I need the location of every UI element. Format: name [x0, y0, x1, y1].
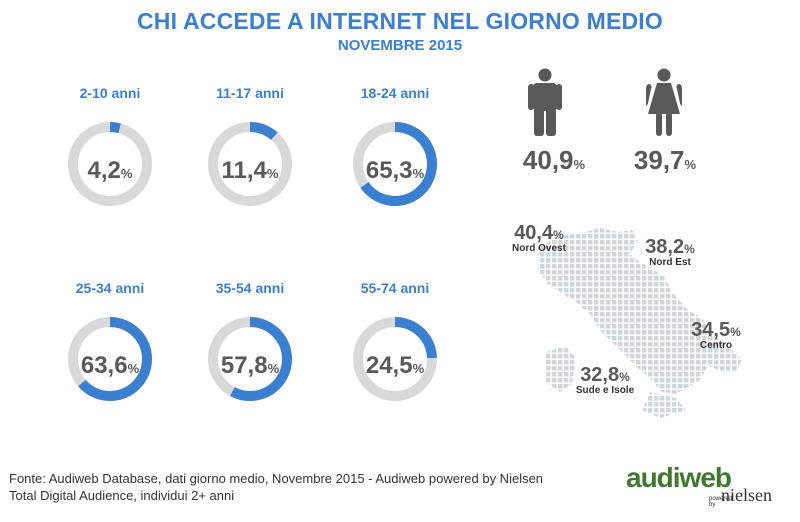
donut-label: 18-24 anni — [360, 85, 430, 101]
donut-slice — [353, 317, 437, 401]
donut-5: 35-54 anni 57,8% — [195, 280, 305, 450]
donut-1: 2-10 anni 4,2% — [55, 85, 165, 255]
donut-value-label: 24,5% — [365, 352, 425, 379]
male-icon — [528, 68, 562, 136]
region-nord-est: 38,2% Nord Est — [645, 236, 695, 268]
female-icon — [646, 68, 682, 136]
donut-value-label: 11,4% — [221, 157, 279, 184]
donut-4: 25-34 anni 63,6% — [55, 280, 165, 450]
region-sud-isole: 32,8% Sude e Isole — [575, 364, 635, 396]
donut-label: 25-34 anni — [75, 280, 145, 296]
chart-title: CHI ACCEDE A INTERNET NEL GIORNO MEDIO — [137, 8, 663, 34]
donut-ring — [208, 317, 292, 401]
source-note: Fonte: Audiweb Database, dati giorno med… — [9, 470, 619, 504]
donut-slice — [208, 122, 292, 206]
chart-subtitle: NOVEMBRE 2015 — [337, 37, 463, 54]
male-value: 40,9% — [522, 145, 586, 175]
donut-slice — [68, 122, 152, 206]
donut-ring — [353, 317, 437, 401]
donut-ring — [68, 122, 152, 206]
donut-value-label: 4,2% — [87, 157, 133, 184]
donut-label: 2-10 anni — [79, 85, 141, 101]
source-line-1: Fonte: Audiweb Database, dati giorno med… — [9, 471, 544, 486]
donut-value-label: 57,8% — [220, 352, 280, 379]
donut-ring — [208, 122, 292, 206]
donut-3: 18-24 anni 65,3% — [340, 85, 450, 255]
region-centro: 34,5% Centro — [691, 319, 741, 351]
donut-slice — [68, 317, 152, 401]
donut-ring — [353, 122, 437, 206]
audiweb-logo: audiweb powered by nielsen — [626, 462, 772, 508]
donut-ring — [68, 317, 152, 401]
donut-value-label: 65,3% — [365, 157, 425, 184]
donut-2: 11-17 anni 11,4% — [195, 85, 305, 255]
source-line-2: Total Digital Audience, individui 2+ ann… — [9, 488, 235, 503]
donut-label: 35-54 anni — [215, 280, 285, 296]
donut-label: 11-17 anni — [216, 85, 284, 101]
female-value: 39,7% — [633, 145, 697, 175]
region-nord-ovest: 40,4% Nord Ovest — [512, 222, 566, 254]
donut-label: 55-74 anni — [360, 280, 430, 296]
donut-value-label: 63,6% — [80, 352, 140, 379]
donut-slice — [353, 122, 437, 206]
donut-6: 55-74 anni 24,5% — [340, 280, 450, 450]
donut-slice — [208, 317, 292, 401]
